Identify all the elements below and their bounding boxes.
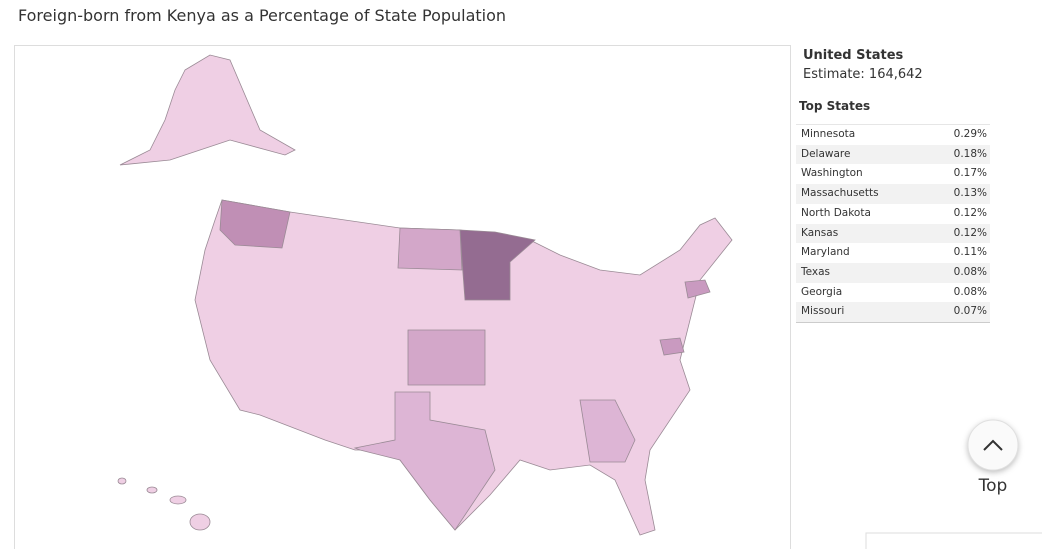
table-row: Massachusetts 0.13% (796, 184, 990, 204)
state-percent: 0.11% (953, 246, 987, 259)
state-name: Georgia (801, 285, 843, 298)
state-percent: 0.07% (953, 305, 987, 318)
state-percent: 0.29% (953, 128, 987, 140)
table-row: Texas 0.08% (796, 262, 990, 283)
table-row: North Dakota 0.12% (796, 203, 990, 224)
washington (219, 199, 291, 249)
state-name: Delaware (801, 147, 851, 160)
table-row: Delaware 0.18% (796, 144, 990, 165)
table-row: Minnesota 0.29% (796, 125, 990, 145)
hawaii (146, 486, 158, 494)
georgia (579, 399, 636, 463)
state-percent: 0.08% (953, 265, 987, 278)
table-row: Kansas 0.12% (796, 223, 990, 244)
north-dakota (397, 227, 463, 271)
alaska (119, 54, 296, 166)
state-percent: 0.17% (953, 167, 987, 180)
massachusetts (684, 279, 711, 299)
state-name: Maryland (801, 246, 850, 259)
region-name: United States (803, 48, 904, 63)
state-name: Massachusetts (801, 187, 879, 200)
state-name: Washington (801, 167, 863, 180)
state-name: Missouri (801, 305, 845, 318)
kansas (407, 329, 486, 386)
state-percent: 0.08% (953, 285, 987, 298)
table-row: Washington 0.17% (796, 164, 990, 185)
us-map (117, 54, 733, 536)
top-arrow-icon (983, 439, 1003, 451)
state-name: Minnesota (801, 128, 856, 140)
table-row: Maryland 0.11% (796, 243, 990, 263)
estimate: Estimate: 164,642 (803, 67, 923, 82)
footer-box (865, 532, 1042, 549)
table-row: Georgia 0.08% (796, 282, 990, 303)
state-name: North Dakota (801, 206, 871, 219)
hawaii (117, 477, 127, 485)
minnesota (459, 229, 536, 301)
state-percent: 0.13% (953, 187, 987, 200)
table-row: Missouri 0.07% (796, 302, 990, 323)
top-button-label[interactable]: Top (978, 476, 1008, 496)
state-percent: 0.12% (953, 206, 987, 219)
hawaii (169, 495, 187, 505)
state-name: Texas (801, 265, 831, 278)
table-heading: Top States (799, 99, 871, 113)
texas (353, 391, 496, 531)
state-name: Kansas (801, 226, 839, 239)
maryland (659, 337, 685, 356)
state-percent: 0.12% (953, 226, 987, 239)
state-percent: 0.18% (953, 147, 987, 160)
page-title: Foreign-born from Kenya as a Percentage … (18, 6, 507, 25)
hawaii (189, 513, 211, 531)
top-button[interactable] (967, 419, 1019, 471)
